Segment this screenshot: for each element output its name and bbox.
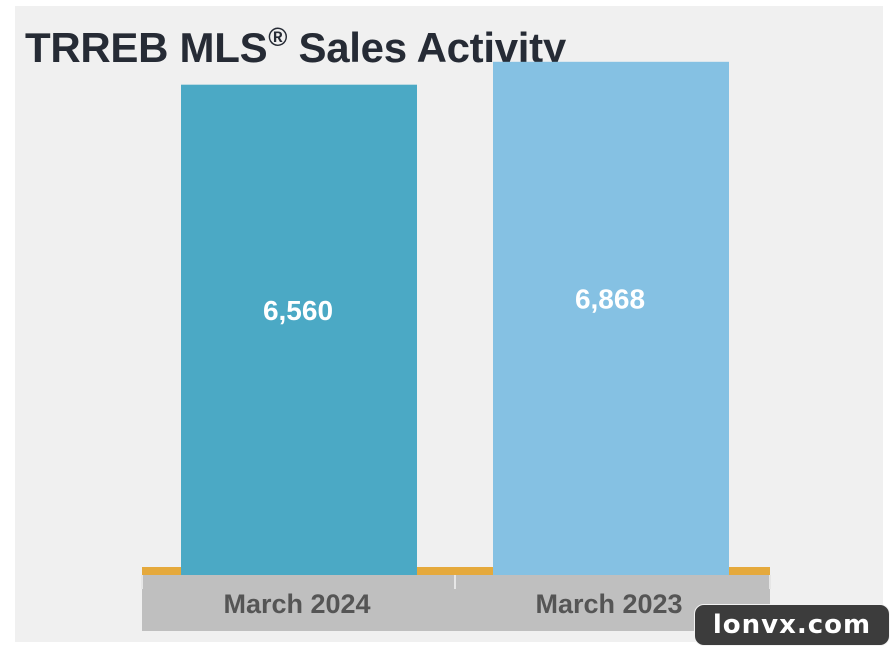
registered-mark: ® [268,22,288,52]
bar-march-2024 [181,84,417,575]
x-tick-label: March 2023 [535,589,682,619]
bar-march-2023 [493,61,729,575]
chart-title: TRREB MLS® Sales Activity [25,22,566,71]
baseline [142,567,770,575]
x-tick-label: March 2024 [223,589,370,619]
watermark: lonvx.com [694,604,890,646]
bar-value-label: 6,868 [575,283,645,314]
chart-card [15,6,883,642]
bar-value-label: 6,560 [263,295,333,326]
